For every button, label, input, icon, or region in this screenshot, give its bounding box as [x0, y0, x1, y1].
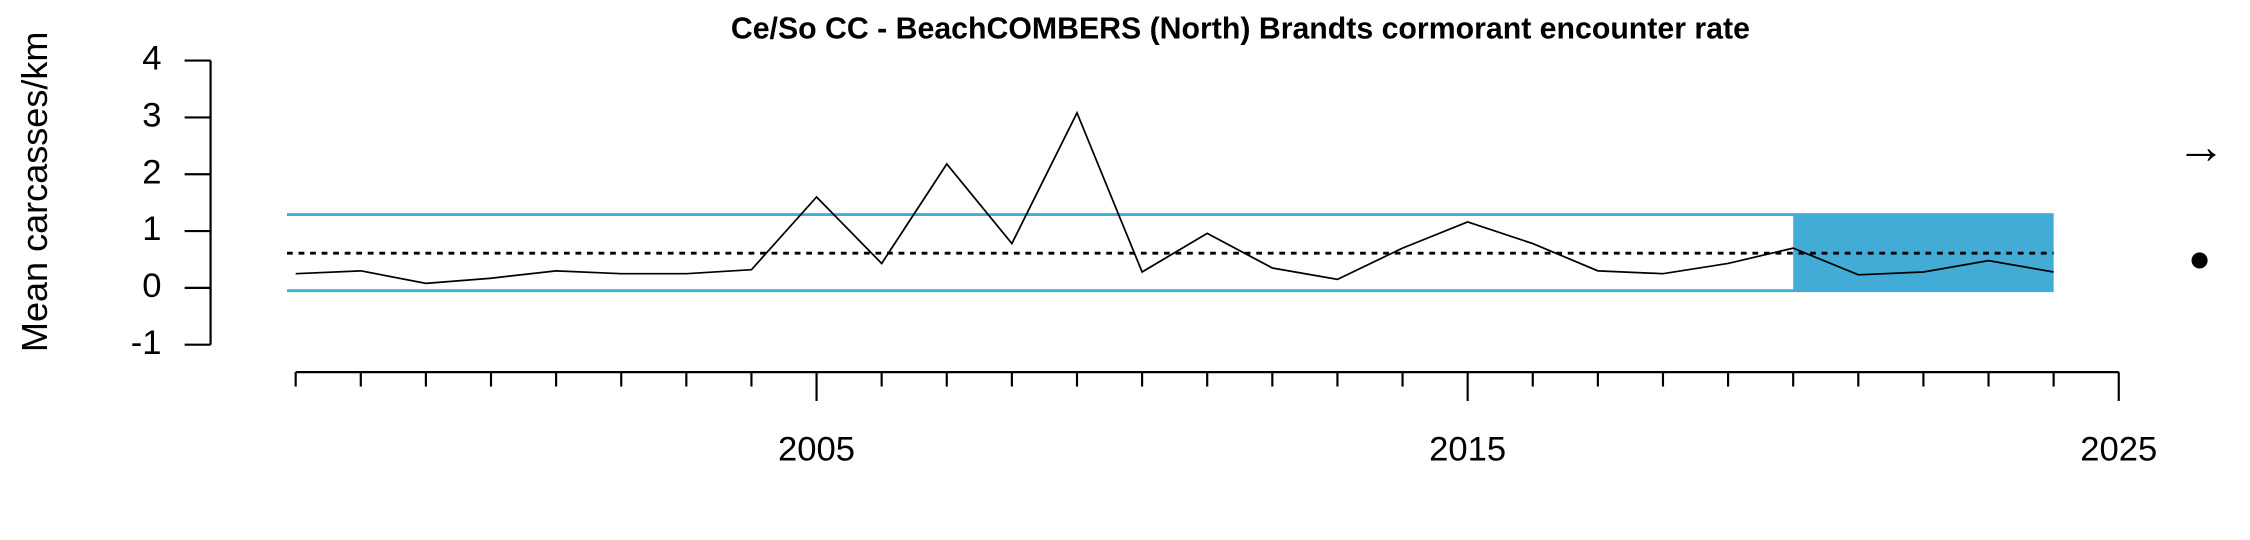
y-tick-label: 0	[142, 267, 161, 305]
x-tick-label: 2025	[2080, 431, 2157, 469]
y-tick-label: -1	[131, 324, 162, 362]
data-line	[295, 110, 2054, 285]
y-axis-label: Mean carcasses/km	[14, 32, 55, 353]
status-symbol: ●	[2188, 237, 2211, 279]
y-tick-label: 3	[142, 97, 161, 135]
y-tick-label: 2	[142, 153, 161, 191]
x-tick-label: 2015	[1429, 431, 1506, 469]
trend-symbol: →	[2176, 120, 2225, 174]
x-tick-label: 2005	[778, 431, 855, 469]
chart-title: Ce/So CC - BeachCOMBERS (North) Brandts …	[731, 12, 1750, 45]
y-tick-label: 4	[142, 40, 161, 78]
shaded-period	[1793, 214, 2054, 291]
y-tick-label: 1	[142, 210, 161, 248]
